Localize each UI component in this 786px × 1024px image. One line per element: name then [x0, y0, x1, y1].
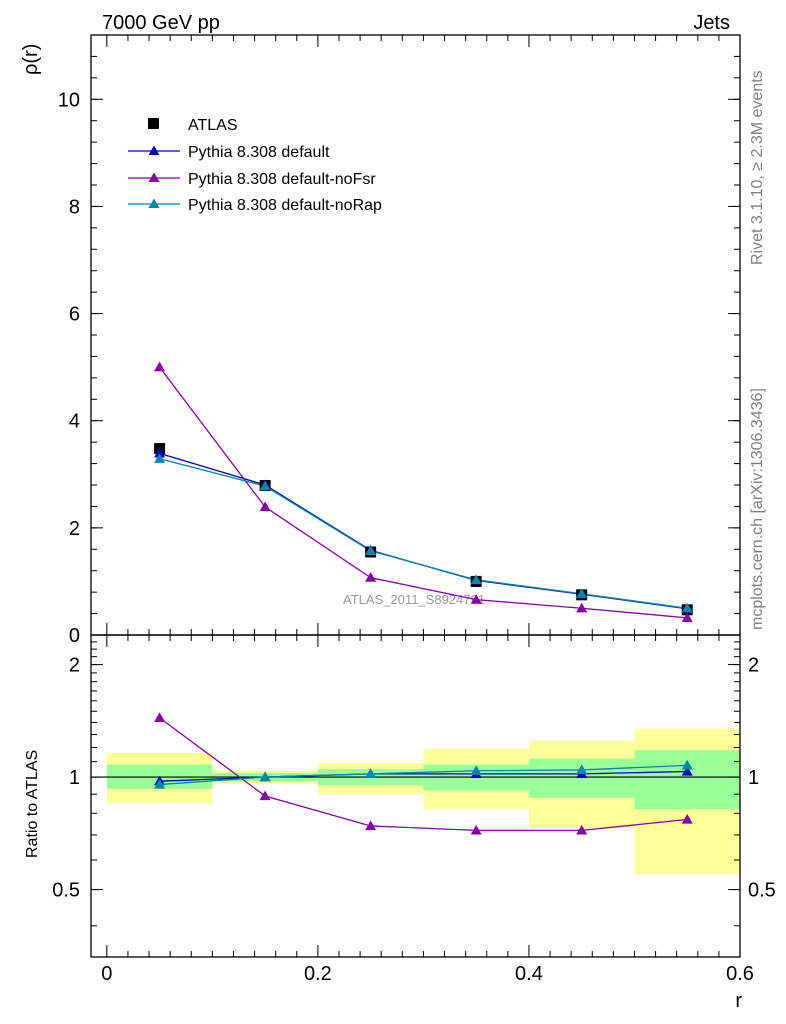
ratio-point-noRap	[681, 759, 693, 770]
ratio-y-axis-label: Ratio to ATLAS	[24, 750, 41, 858]
ratio-point-noFsr	[470, 824, 482, 835]
ratio-point-noRap	[259, 771, 271, 782]
data-point-noFsr	[365, 572, 377, 582]
ratio-series-lines	[154, 712, 693, 835]
series-line-default	[159, 452, 688, 610]
data-point-noRap	[681, 602, 693, 613]
legend-marker-default	[148, 145, 160, 155]
legend-marker-nofsr	[148, 172, 160, 182]
legend: ATLAS Pythia 8.308 default Pythia 8.308 …	[128, 117, 382, 214]
main-y-tick-label: 10	[58, 89, 80, 111]
series-line-noFsr	[159, 366, 688, 619]
data-point-noRap	[576, 588, 588, 598]
ratio-point-noRap	[154, 779, 166, 789]
ratio-point-noRap	[470, 765, 482, 775]
ratio-point-noRap	[365, 768, 377, 778]
ratio-y-tick-label-right: 2	[748, 655, 759, 677]
ratio-point-noFsr	[154, 712, 166, 723]
main-y-tick-label: 8	[69, 196, 80, 218]
data-point-noFsr	[154, 361, 166, 372]
x-tick-label: 0	[101, 963, 112, 985]
band-inner-bin	[634, 750, 740, 810]
legend-label-nofsr: Pythia 8.308 default-noFsr	[188, 171, 376, 188]
legend-label-norap: Pythia 8.308 default-noRap	[188, 197, 382, 214]
x-axis-label: r	[735, 990, 742, 1012]
legend-marker-atlas	[148, 118, 159, 129]
x-tick-label: 0.2	[304, 963, 332, 985]
ratio-point-noFsr	[576, 824, 588, 835]
x-tick-label: 0.4	[515, 963, 543, 985]
ratio-y-tick-label-right: 1	[748, 767, 759, 789]
series-line-noRap	[159, 458, 688, 609]
ratio-y-tick-label-left: 0.5	[52, 880, 80, 902]
ratio-point-noFsr	[365, 820, 377, 831]
ratio-y-tick-label-left: 1	[69, 767, 80, 789]
main-y-tick-label: 4	[69, 411, 80, 433]
header-left: 7000 GeV pp	[102, 12, 220, 34]
legend-label-default: Pythia 8.308 default	[188, 144, 330, 161]
ratio-y-tick-label-left: 2	[69, 655, 80, 677]
ratio-line-noFsr	[159, 717, 688, 832]
data-point-noFsr	[576, 602, 588, 613]
main-y-tick-label: 6	[69, 304, 80, 326]
ratio-point-noRap	[576, 764, 588, 775]
ratio-point-noFsr	[259, 790, 271, 801]
ratio-uncertainty-bands	[91, 728, 740, 875]
legend-label-atlas: ATLAS	[188, 117, 238, 134]
header-right: Jets	[693, 12, 730, 34]
data-point-noRap	[259, 480, 271, 491]
ratio-point-noFsr	[681, 813, 693, 824]
analysis-watermark: ATLAS_2011_S8924791	[343, 592, 485, 607]
mcplots-reference-text: mcplots.cern.ch [arXiv:1306.3436]	[749, 388, 766, 630]
axis-ticks: 0 2 4 6 8 10 0.5 0.5 1 1 2 2 0 0.2 0.4 0.6	[52, 35, 776, 985]
data-point-noRap	[154, 453, 166, 463]
data-point-noFsr	[681, 612, 693, 622]
data-point-noFsr	[470, 594, 482, 604]
ratio-point-default	[681, 765, 693, 776]
data-point-noRap	[470, 574, 482, 584]
data-point-noFsr	[259, 501, 271, 512]
ratio-line-noRap	[159, 764, 688, 786]
data-point-noRap	[365, 545, 377, 556]
main-y-axis-label: ρ(r)	[20, 44, 42, 75]
main-y-tick-label: 2	[69, 518, 80, 540]
main-series-lines	[154, 361, 693, 622]
legend-marker-norap	[148, 198, 160, 208]
rivet-version-text: Rivet 3.1.10, ≥ 2.3M events	[749, 70, 766, 265]
ratio-plot-frame	[90, 634, 741, 958]
data-point-default	[154, 447, 166, 458]
main-y-tick-label: 0	[69, 625, 80, 647]
ratio-y-tick-label-right: 0.5	[748, 880, 776, 902]
x-tick-label: 0.6	[726, 963, 754, 985]
